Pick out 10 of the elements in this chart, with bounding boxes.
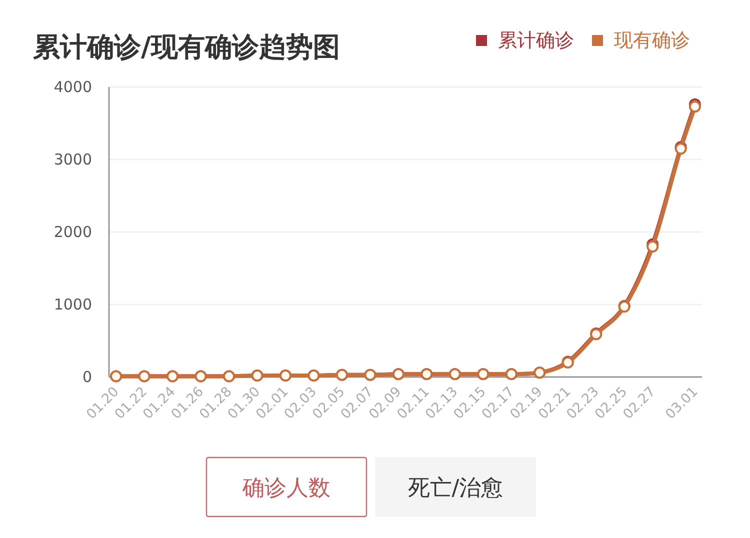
tab-button: 死亡/治愈	[375, 457, 536, 517]
y-tick-label: 4000	[54, 78, 92, 96]
legend-label: 现有确诊	[614, 30, 690, 52]
chart-title: 累计确诊/现有确诊趋势图	[32, 32, 340, 63]
y-tick-label: 2000	[54, 223, 92, 241]
y-tick-label: 3000	[54, 150, 92, 168]
y-tick-label: 1000	[54, 296, 92, 314]
tab-button: 确诊人数	[206, 456, 368, 518]
legend-label: 累计确诊	[498, 30, 574, 52]
y-tick-label: 0	[82, 368, 92, 386]
